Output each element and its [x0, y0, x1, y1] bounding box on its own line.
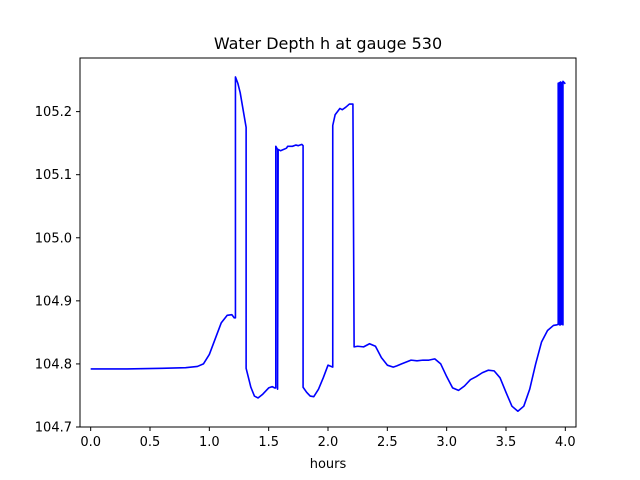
- x-axis-ticks: 0.0 0.5 1.0 1.5 2.0 2.5 3.0 3.5 4.0: [80, 427, 576, 450]
- y-tick-label: 105.1: [35, 168, 72, 183]
- x-tick-label: 2.0: [318, 435, 339, 450]
- chart-title: Water Depth h at gauge 530: [214, 34, 442, 53]
- y-tick-label: 105.2: [35, 105, 72, 120]
- y-tick-label: 105.0: [35, 231, 72, 246]
- x-tick-label: 4.0: [555, 435, 576, 450]
- y-tick-label: 104.7: [35, 421, 72, 436]
- x-tick-label: 1.0: [199, 435, 220, 450]
- x-axis-label: hours: [310, 457, 347, 472]
- y-axis-ticks: 104.7 104.8 104.9 105.0 105.1 105.2: [35, 105, 80, 436]
- x-tick-label: 3.5: [496, 435, 517, 450]
- x-tick-label: 0.5: [140, 435, 161, 450]
- x-tick-label: 2.5: [377, 435, 398, 450]
- y-tick-label: 104.9: [35, 294, 72, 309]
- y-tick-label: 104.8: [35, 357, 72, 372]
- x-tick-label: 0.0: [80, 435, 101, 450]
- x-tick-label: 1.5: [258, 435, 279, 450]
- series-line-0: [90, 76, 566, 413]
- series-layer: [90, 76, 566, 413]
- x-tick-label: 3.0: [436, 435, 457, 450]
